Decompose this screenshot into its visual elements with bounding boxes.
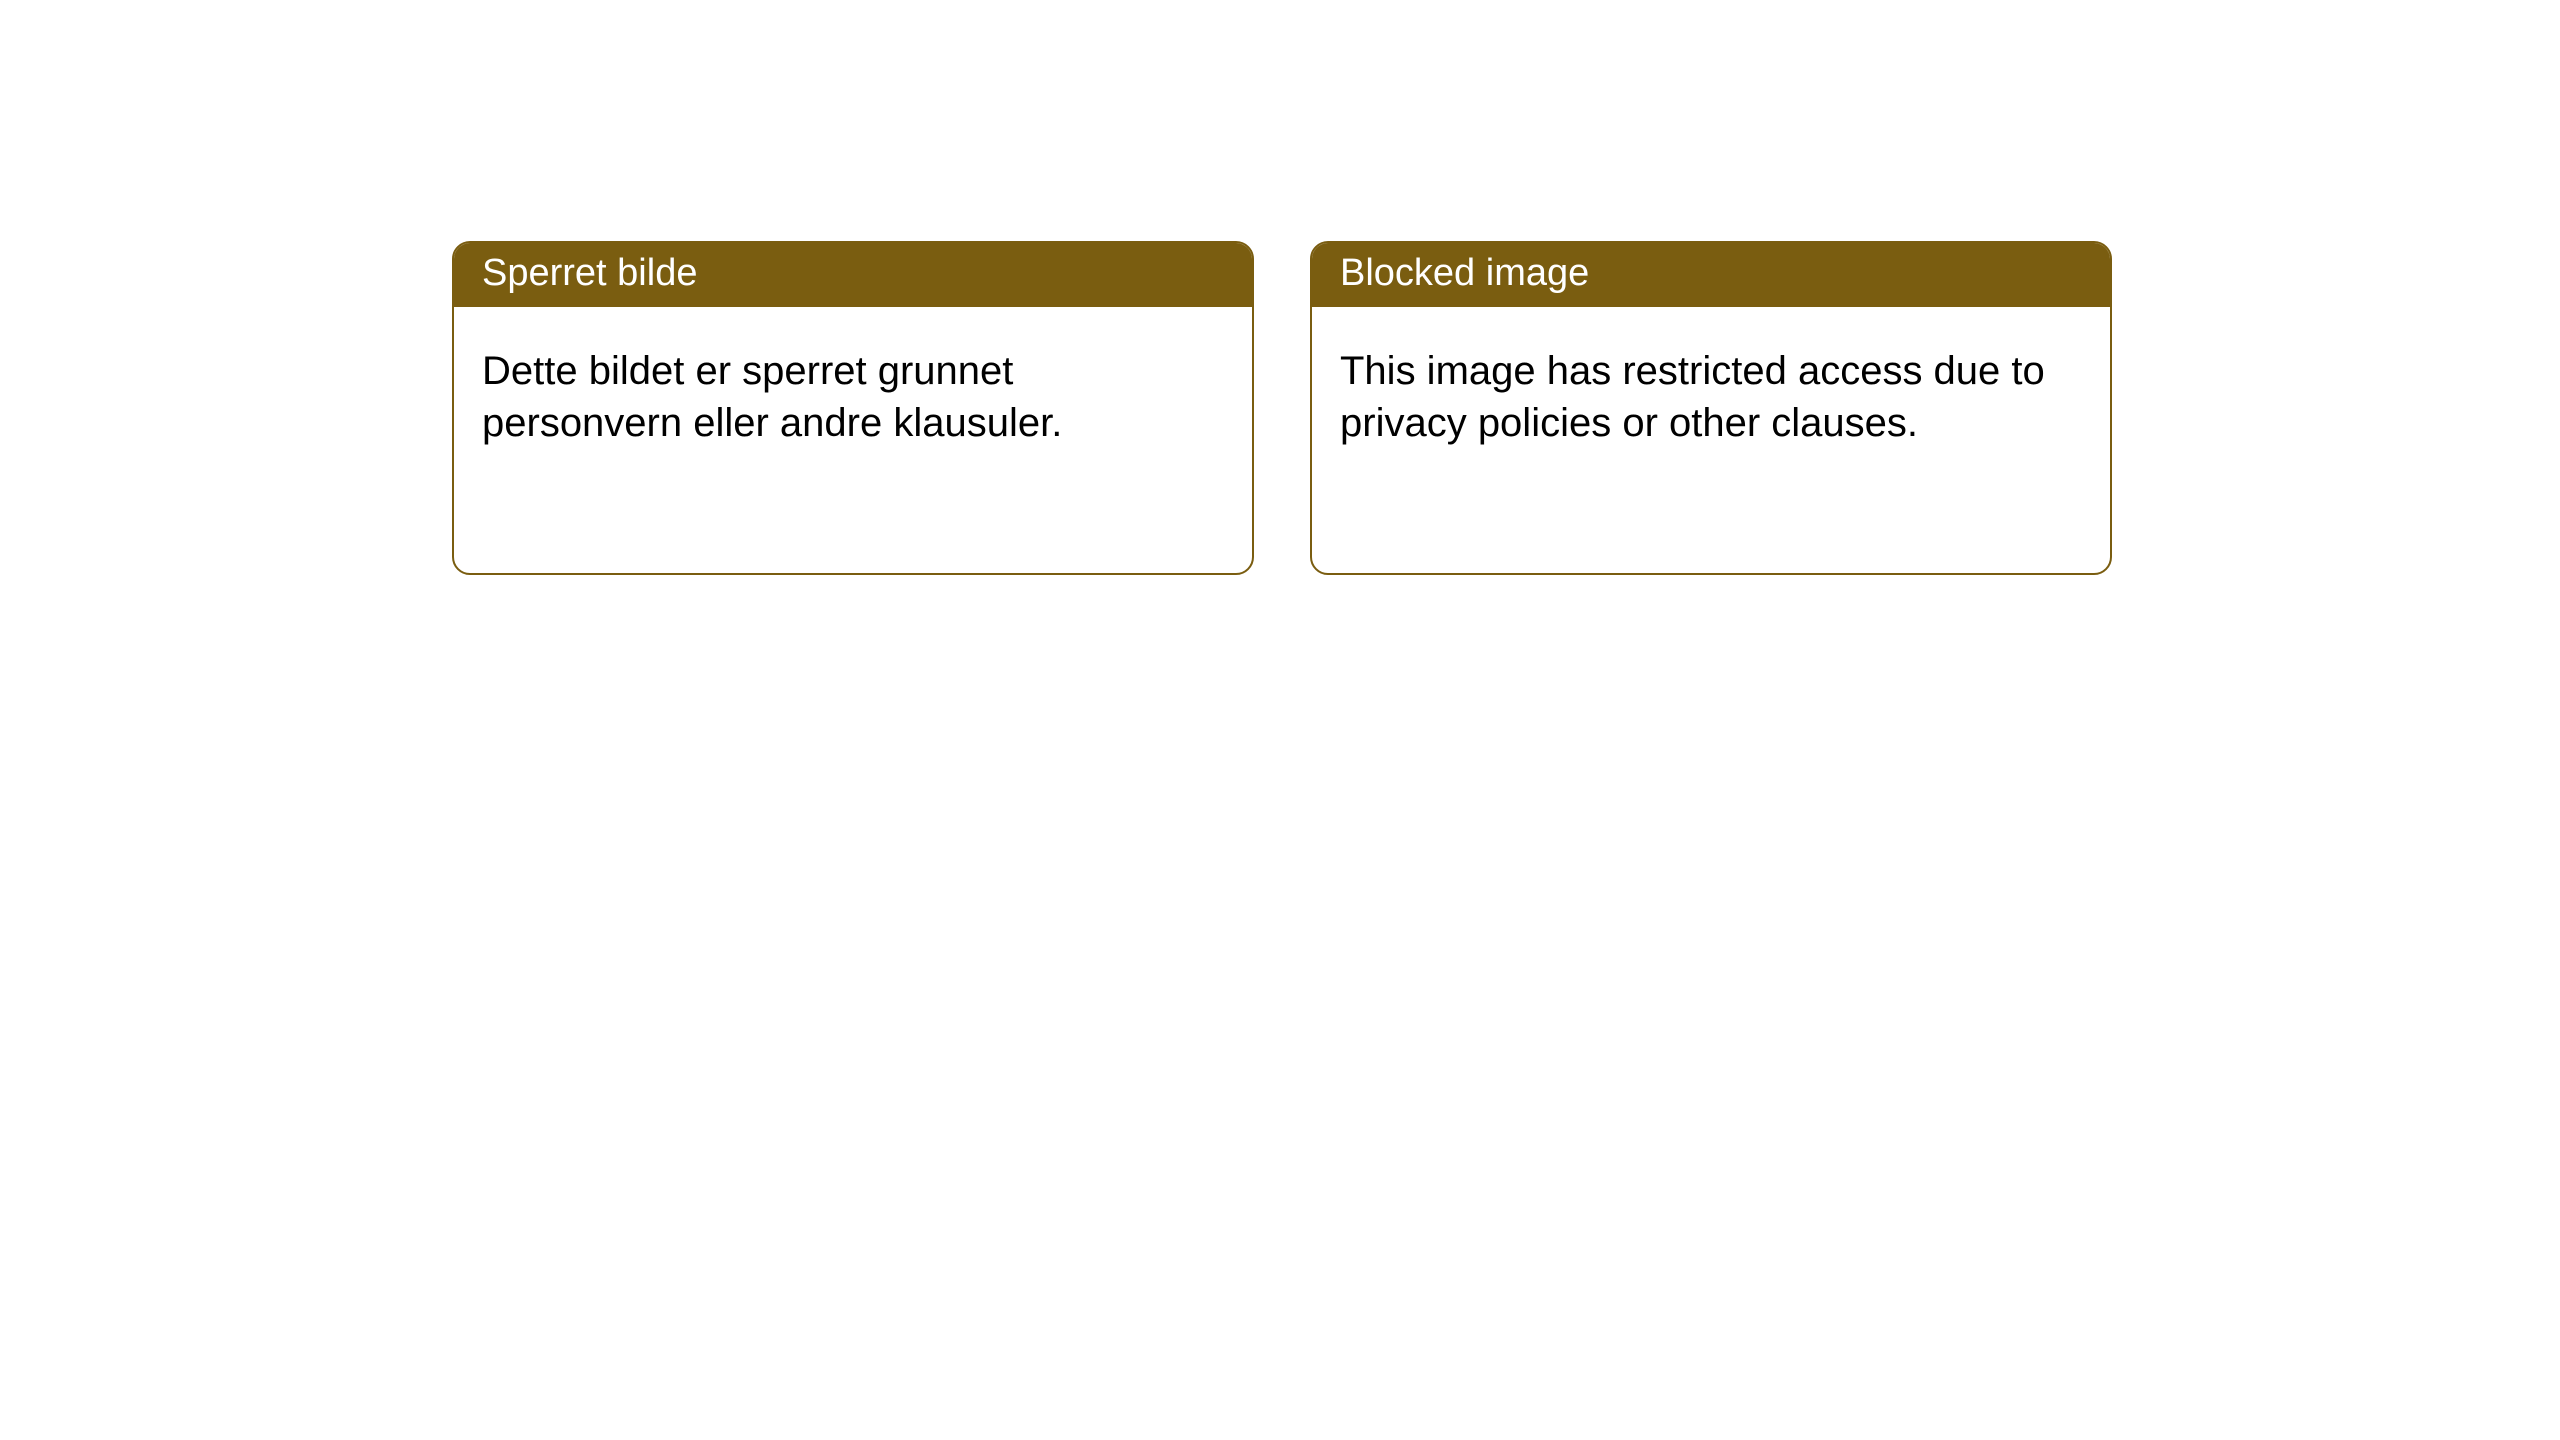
notice-body: This image has restricted access due to … bbox=[1312, 307, 2110, 487]
notice-card-norwegian: Sperret bilde Dette bildet er sperret gr… bbox=[452, 241, 1254, 575]
notice-title: Blocked image bbox=[1312, 243, 2110, 307]
notice-title: Sperret bilde bbox=[454, 243, 1252, 307]
notice-body: Dette bildet er sperret grunnet personve… bbox=[454, 307, 1252, 487]
notice-card-english: Blocked image This image has restricted … bbox=[1310, 241, 2112, 575]
notice-container: Sperret bilde Dette bildet er sperret gr… bbox=[0, 0, 2560, 575]
